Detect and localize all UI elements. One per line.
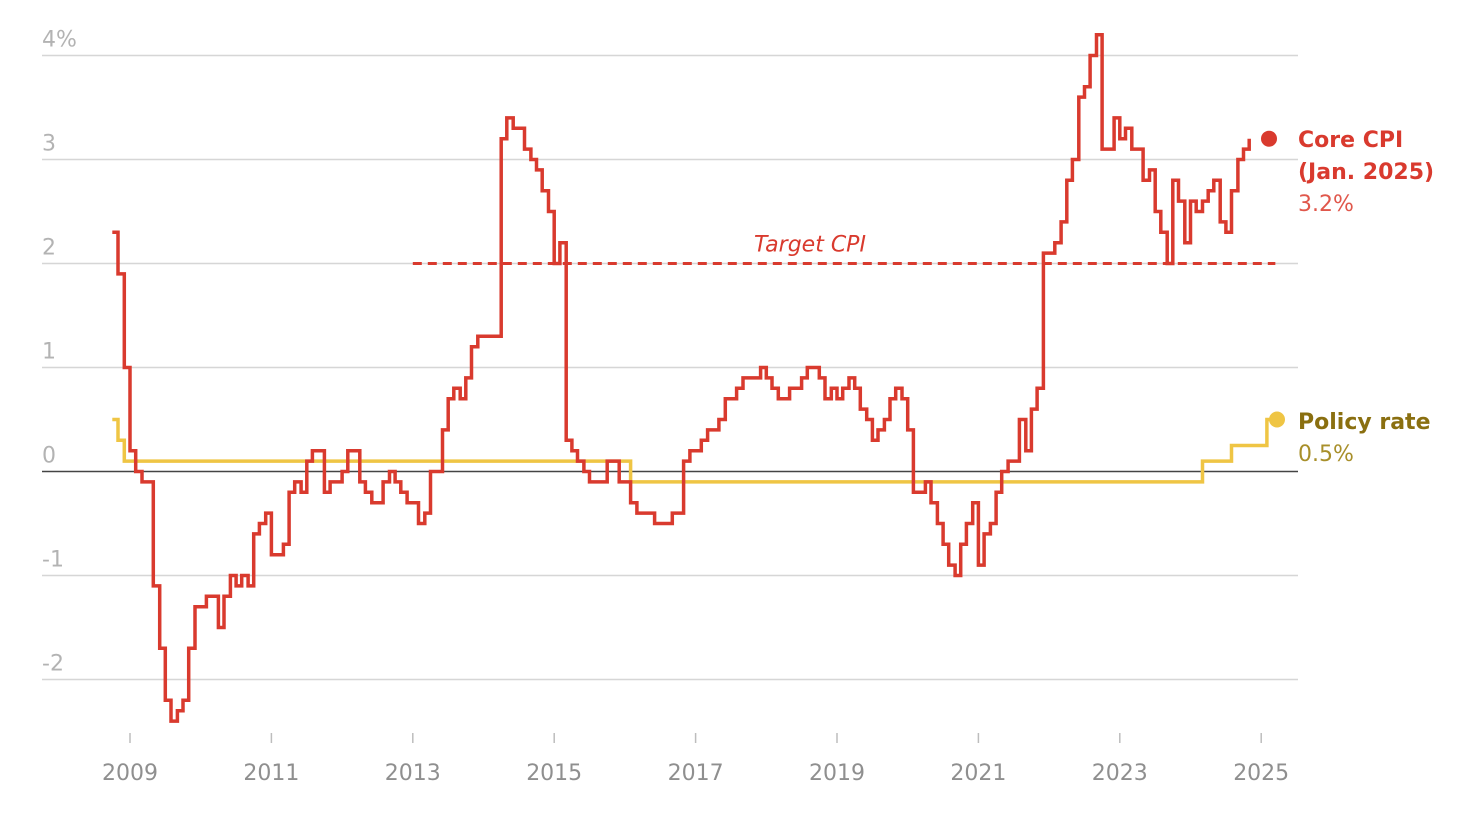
policy-rate-value: 0.5% — [1298, 442, 1354, 467]
series-lines — [112, 32, 1279, 723]
policy-rate-label: Policy rate — [1298, 410, 1431, 435]
y-tick-label: 0 — [42, 444, 56, 469]
target-cpi-label: Target CPI — [754, 233, 866, 258]
x-tick-label: 2011 — [243, 761, 299, 786]
y-tick-label: 2 — [42, 236, 56, 261]
x-tick-label: 2013 — [385, 761, 441, 786]
y-tick-label: 4% — [42, 28, 77, 53]
policy-rate-end-marker — [1269, 411, 1285, 428]
policy-rate-line — [112, 417, 1279, 484]
x-tick-label: 2017 — [668, 761, 724, 786]
y-tick-label: 1 — [42, 340, 56, 365]
y-tick-label: 3 — [42, 132, 56, 157]
x-axis-ticks: 2009 2011 2013 2015 2017 2019 2021 2023 2025 — [102, 733, 1289, 786]
x-tick-label: 2015 — [526, 761, 582, 786]
x-tick-label: 2025 — [1233, 761, 1289, 786]
x-tick-label: 2019 — [809, 761, 865, 786]
y-tick-label: -1 — [42, 548, 64, 573]
y-tick-label: -2 — [42, 652, 64, 677]
x-tick-label: 2009 — [102, 761, 158, 786]
x-tick-label: 2023 — [1092, 761, 1148, 786]
y-axis-ticks: 4% 3 2 1 0 -1 -2 — [42, 28, 77, 677]
core-cpi-label: Core CPI — [1298, 128, 1403, 153]
core-cpi-label: (Jan. 2025) — [1298, 160, 1434, 185]
series-labels: Core CPI (Jan. 2025) 3.2% Policy rate 0.5% — [1261, 128, 1434, 467]
core-cpi-line — [112, 32, 1251, 723]
core-cpi-end-marker — [1261, 130, 1277, 147]
core-cpi-value: 3.2% — [1298, 192, 1354, 217]
x-tick-label: 2021 — [950, 761, 1006, 786]
target-line-group: Target CPI — [412, 233, 1276, 265]
